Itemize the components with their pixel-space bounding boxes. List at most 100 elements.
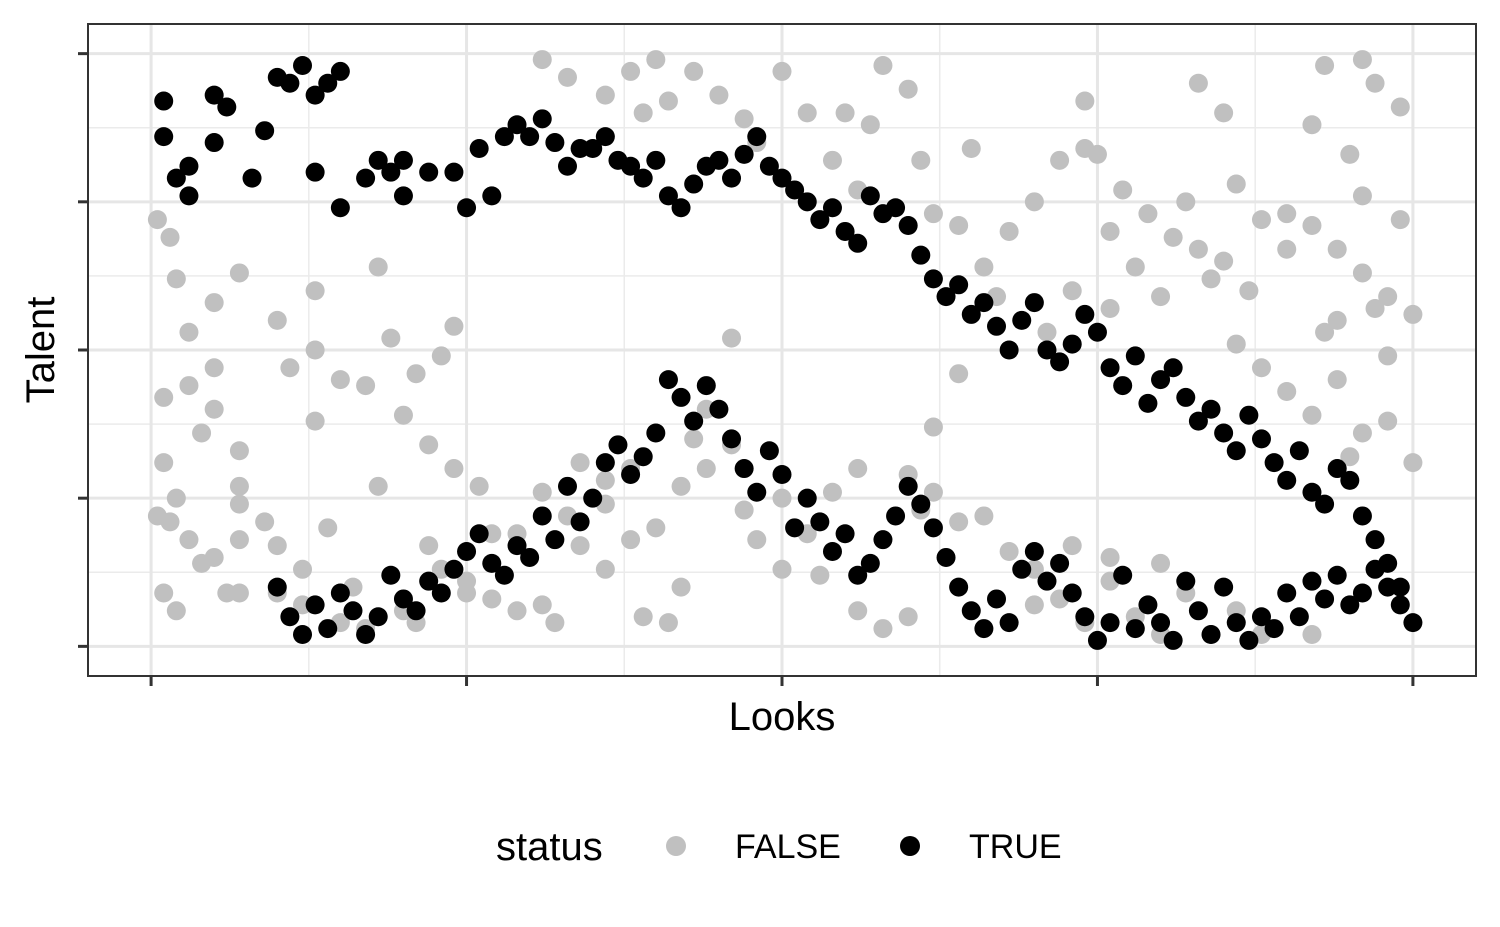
point-true-78 bbox=[1125, 346, 1145, 366]
point-false-52 bbox=[532, 482, 552, 502]
point-true-121 bbox=[1138, 595, 1158, 615]
point-true-13 bbox=[305, 85, 325, 105]
point-true-151 bbox=[759, 441, 779, 461]
point-false-26 bbox=[280, 358, 300, 378]
point-false-39 bbox=[419, 536, 439, 556]
point-false-28 bbox=[305, 411, 325, 431]
point-false-68 bbox=[848, 601, 868, 621]
point-false-67 bbox=[810, 565, 830, 585]
point-false-130 bbox=[1302, 115, 1322, 135]
point-true-15 bbox=[330, 61, 350, 81]
point-false-13 bbox=[166, 601, 186, 621]
point-false-74 bbox=[974, 506, 994, 526]
point-false-168 bbox=[949, 364, 969, 384]
point-false-103 bbox=[797, 103, 817, 123]
point-true-16 bbox=[305, 162, 325, 182]
point-true-95 bbox=[1340, 470, 1360, 490]
point-false-2 bbox=[166, 269, 186, 289]
point-true-19 bbox=[368, 150, 388, 170]
series-true-points bbox=[154, 55, 1423, 650]
point-true-178 bbox=[419, 571, 439, 591]
point-true-52 bbox=[797, 192, 817, 212]
point-true-171 bbox=[507, 536, 527, 556]
legend-title: status bbox=[496, 825, 603, 869]
point-true-61 bbox=[911, 245, 931, 265]
point-false-34 bbox=[381, 328, 401, 348]
point-true-89 bbox=[1264, 453, 1284, 473]
point-false-111 bbox=[923, 204, 943, 224]
point-true-161 bbox=[633, 447, 653, 467]
point-true-103 bbox=[1365, 559, 1385, 579]
y-axis-title: Talent bbox=[19, 297, 63, 404]
point-false-150 bbox=[1403, 453, 1423, 473]
point-true-97 bbox=[1365, 530, 1385, 550]
point-true-145 bbox=[835, 524, 855, 544]
point-true-139 bbox=[911, 494, 931, 514]
point-false-12 bbox=[154, 583, 174, 603]
point-true-46 bbox=[722, 168, 742, 188]
point-false-59 bbox=[658, 613, 678, 633]
point-true-53 bbox=[810, 210, 830, 230]
point-true-85 bbox=[1214, 423, 1234, 443]
point-true-162 bbox=[621, 464, 641, 484]
point-true-186 bbox=[318, 619, 338, 639]
point-true-45 bbox=[709, 150, 729, 170]
point-true-32 bbox=[545, 133, 565, 153]
point-false-1 bbox=[160, 227, 180, 247]
point-true-114 bbox=[1226, 613, 1246, 633]
point-false-104 bbox=[822, 150, 842, 170]
point-true-140 bbox=[898, 476, 918, 496]
point-true-60 bbox=[898, 216, 918, 236]
point-false-95 bbox=[633, 103, 653, 123]
point-true-113 bbox=[1239, 630, 1259, 650]
point-true-157 bbox=[684, 411, 704, 431]
point-true-70 bbox=[1024, 293, 1044, 313]
point-false-54 bbox=[570, 453, 590, 473]
point-true-48 bbox=[747, 127, 767, 147]
point-false-110 bbox=[911, 150, 931, 170]
axis-ticks bbox=[78, 52, 1415, 686]
point-true-112 bbox=[1251, 607, 1271, 627]
point-true-30 bbox=[520, 127, 540, 147]
point-false-155 bbox=[1163, 227, 1183, 247]
point-false-137 bbox=[1277, 204, 1297, 224]
point-true-8 bbox=[242, 168, 262, 188]
point-true-110 bbox=[1277, 583, 1297, 603]
point-false-31 bbox=[393, 405, 413, 425]
point-true-123 bbox=[1113, 565, 1133, 585]
point-false-189 bbox=[229, 476, 249, 496]
point-true-138 bbox=[923, 518, 943, 538]
point-true-106 bbox=[1327, 565, 1347, 585]
point-false-149 bbox=[1378, 411, 1398, 431]
point-false-60 bbox=[671, 577, 691, 597]
point-false-139 bbox=[1327, 239, 1347, 259]
point-false-176 bbox=[696, 459, 716, 479]
point-true-81 bbox=[1163, 358, 1183, 378]
point-true-187 bbox=[305, 595, 325, 615]
point-false-14 bbox=[229, 530, 249, 550]
point-true-126 bbox=[1075, 607, 1095, 627]
point-true-21 bbox=[393, 150, 413, 170]
point-true-4 bbox=[179, 156, 199, 176]
legend-true-label: TRUE bbox=[969, 828, 1062, 866]
point-false-98 bbox=[684, 61, 704, 81]
point-true-167 bbox=[557, 476, 577, 496]
point-false-73 bbox=[949, 512, 969, 532]
point-false-156 bbox=[1138, 204, 1158, 224]
point-false-70 bbox=[898, 607, 918, 627]
point-true-88 bbox=[1251, 429, 1271, 449]
point-true-142 bbox=[873, 530, 893, 550]
point-true-68 bbox=[999, 340, 1019, 360]
point-false-44 bbox=[507, 601, 527, 621]
point-false-99 bbox=[709, 85, 729, 105]
point-true-154 bbox=[722, 429, 742, 449]
point-false-7 bbox=[160, 512, 180, 532]
point-true-149 bbox=[785, 518, 805, 538]
point-true-35 bbox=[583, 138, 603, 158]
point-true-131 bbox=[1012, 559, 1032, 579]
point-false-23 bbox=[229, 263, 249, 283]
point-false-38 bbox=[444, 459, 464, 479]
point-false-90 bbox=[1302, 625, 1322, 645]
point-true-79 bbox=[1138, 393, 1158, 413]
point-false-143 bbox=[1315, 322, 1335, 342]
